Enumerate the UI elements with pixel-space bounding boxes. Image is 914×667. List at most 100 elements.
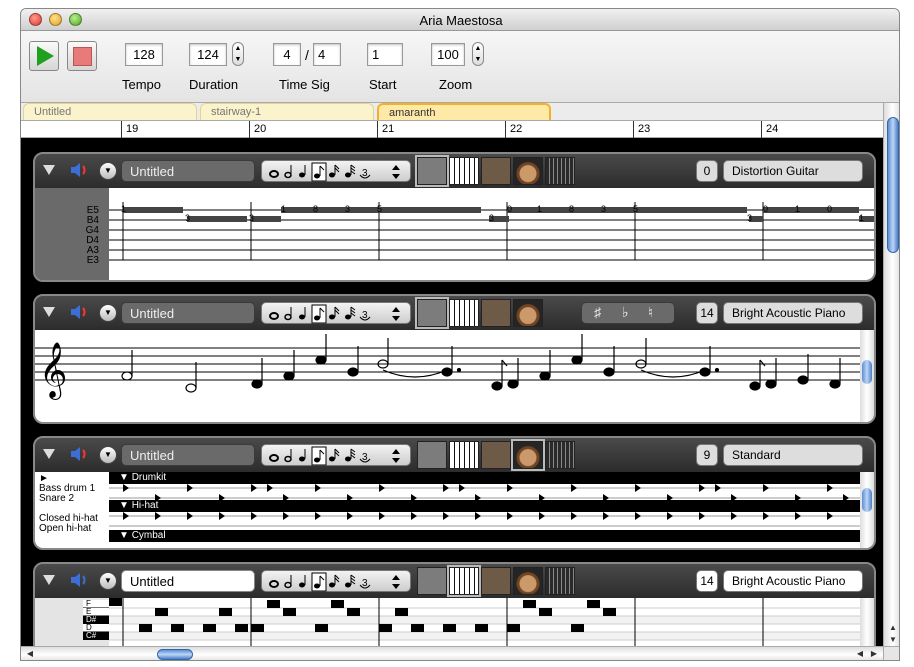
piano-key[interactable]: C# <box>83 632 111 640</box>
piano-note[interactable] <box>539 608 552 616</box>
piano-note[interactable] <box>379 624 392 632</box>
piano-note[interactable] <box>139 624 152 632</box>
disclosure-triangle-icon[interactable] <box>43 307 55 317</box>
accidental-selector[interactable]: ♯ ♭ ♮ <box>581 302 675 324</box>
keyboard-mode-icon[interactable] <box>447 565 481 597</box>
chevron-down-icon[interactable]: ▼ <box>99 572 117 590</box>
piano-note[interactable] <box>155 608 168 616</box>
piano-note[interactable] <box>315 624 328 632</box>
piano-note[interactable] <box>331 600 344 608</box>
tab-amaranth[interactable]: amaranth <box>377 103 551 120</box>
piano-key[interactable]: E <box>83 608 111 616</box>
start-field[interactable]: 1 <box>367 43 403 66</box>
guitar-mode-icon[interactable] <box>481 299 511 327</box>
chevron-down-icon[interactable]: ▼ <box>99 304 117 322</box>
zoom-window-button[interactable] <box>69 13 82 26</box>
piano-note[interactable] <box>203 624 216 632</box>
tempo-field[interactable]: 128 <box>125 43 163 66</box>
guitar-mode-icon[interactable] <box>481 441 511 469</box>
vertical-scroll-thumb[interactable] <box>887 117 899 253</box>
close-window-button[interactable] <box>29 13 42 26</box>
stop-button[interactable] <box>67 41 97 71</box>
drum-mode-icon[interactable] <box>511 439 545 471</box>
guitar-mode-icon[interactable] <box>481 157 511 185</box>
track-name-field[interactable]: Untitled <box>121 160 255 182</box>
tablature-editor[interactable]: 1 3 3 1 8 3 5 3 0 1 8 3 5 3 0 1 0 1 <box>109 188 874 280</box>
natural-button[interactable]: ♮ <box>648 304 654 320</box>
score-mode-icon[interactable] <box>415 155 449 187</box>
piano-note[interactable] <box>523 600 536 608</box>
drum-vertical-scrollbar[interactable] <box>860 472 874 548</box>
piano-key[interactable]: D <box>83 624 111 632</box>
tablature-mode-icon[interactable] <box>545 157 575 185</box>
drumkit-selector[interactable]: Standard <box>723 444 863 466</box>
tab-untitled[interactable]: Untitled <box>23 103 197 120</box>
instrument-selector[interactable]: Bright Acoustic Piano <box>723 302 863 324</box>
guitar-mode-icon[interactable] <box>481 567 511 595</box>
piano-note[interactable] <box>171 624 184 632</box>
speaker-icon[interactable] <box>69 162 89 178</box>
disclosure-triangle-icon[interactable] <box>43 449 55 459</box>
instrument-selector[interactable]: Distortion Guitar <box>723 160 863 182</box>
scroll-left-arrow-icon[interactable]: ◀ <box>26 649 34 658</box>
chevron-down-icon[interactable]: ▼ <box>99 446 117 464</box>
tablature-mode-icon[interactable] <box>545 567 575 595</box>
speaker-icon[interactable] <box>69 446 89 462</box>
piano-note[interactable] <box>251 624 264 632</box>
piano-note[interactable] <box>587 600 600 608</box>
piano-note[interactable] <box>347 608 360 616</box>
scroll-down-arrow-icon[interactable]: ▼ <box>889 635 897 644</box>
drum-mode-icon[interactable] <box>513 157 543 185</box>
tablature-mode-icon[interactable] <box>545 441 575 469</box>
score-scroll-thumb[interactable] <box>862 360 872 384</box>
piano-note[interactable] <box>235 624 248 632</box>
score-mode-icon[interactable] <box>417 441 447 469</box>
instrument-selector[interactable]: Bright Acoustic Piano <box>723 570 863 592</box>
piano-note[interactable] <box>475 624 488 632</box>
scroll-right-arrow-icon[interactable]: ▶ <box>870 649 878 658</box>
program-number[interactable]: 14 <box>696 302 718 324</box>
program-number[interactable]: 9 <box>696 444 718 466</box>
sharp-button[interactable]: ♯ <box>594 304 601 320</box>
piano-note[interactable] <box>283 608 296 616</box>
piano-note[interactable] <box>603 608 616 616</box>
keyboard-vertical-scrollbar[interactable] <box>860 598 874 660</box>
keyboard-mode-icon[interactable] <box>449 157 479 185</box>
duration-field[interactable]: 124 <box>189 43 227 66</box>
scroll-up-arrow-icon[interactable]: ▲ <box>889 623 897 632</box>
keyboard-mode-icon[interactable] <box>449 299 479 327</box>
drum-mode-icon[interactable] <box>513 299 543 327</box>
program-number[interactable]: 14 <box>696 570 718 592</box>
chevron-down-icon[interactable]: ▼ <box>99 162 117 180</box>
disclosure-triangle-icon[interactable] <box>43 165 55 175</box>
resize-grip-icon[interactable] <box>883 646 899 660</box>
score-mode-icon[interactable] <box>415 297 449 329</box>
drum-mode-icon[interactable] <box>513 567 543 595</box>
program-number[interactable]: 0 <box>696 160 718 182</box>
drumkit-collapse-icon[interactable]: ► <box>39 473 49 484</box>
speaker-icon[interactable] <box>69 572 89 588</box>
drum-scroll-thumb[interactable] <box>862 488 872 512</box>
piano-key[interactable]: D# <box>83 616 111 624</box>
keyboard-mode-icon[interactable] <box>449 441 479 469</box>
duration-stepper[interactable]: ▲ ▼ <box>232 42 244 66</box>
piano-note[interactable] <box>443 624 456 632</box>
track-name-field[interactable]: Untitled <box>121 570 255 592</box>
zoom-field[interactable]: 100 <box>431 43 465 66</box>
score-mode-icon[interactable] <box>417 567 447 595</box>
note-duration-selector[interactable]: 3 <box>261 302 411 324</box>
speaker-icon[interactable] <box>69 304 89 320</box>
drum-group-header[interactable]: ▼ Drumkit <box>109 472 874 484</box>
tab-stairway-1[interactable]: stairway-1 <box>200 103 374 120</box>
zoom-stepper[interactable]: ▲ ▼ <box>472 42 484 66</box>
piano-note[interactable] <box>395 608 408 616</box>
piano-note[interactable] <box>219 608 232 616</box>
minimize-window-button[interactable] <box>49 13 62 26</box>
drum-editor[interactable]: ▼ Drumkit ▼ Hi-hat ▼ Cymbal <box>109 472 874 548</box>
main-vertical-scrollbar[interactable]: ▲ ▼ <box>883 103 899 646</box>
piano-note[interactable] <box>507 624 520 632</box>
main-horizontal-scrollbar[interactable]: ◀ ◀ ▶ <box>21 646 883 660</box>
score-editor[interactable] <box>109 330 874 422</box>
note-duration-selector[interactable]: 3 <box>261 570 411 592</box>
flat-button[interactable]: ♭ <box>622 304 629 320</box>
